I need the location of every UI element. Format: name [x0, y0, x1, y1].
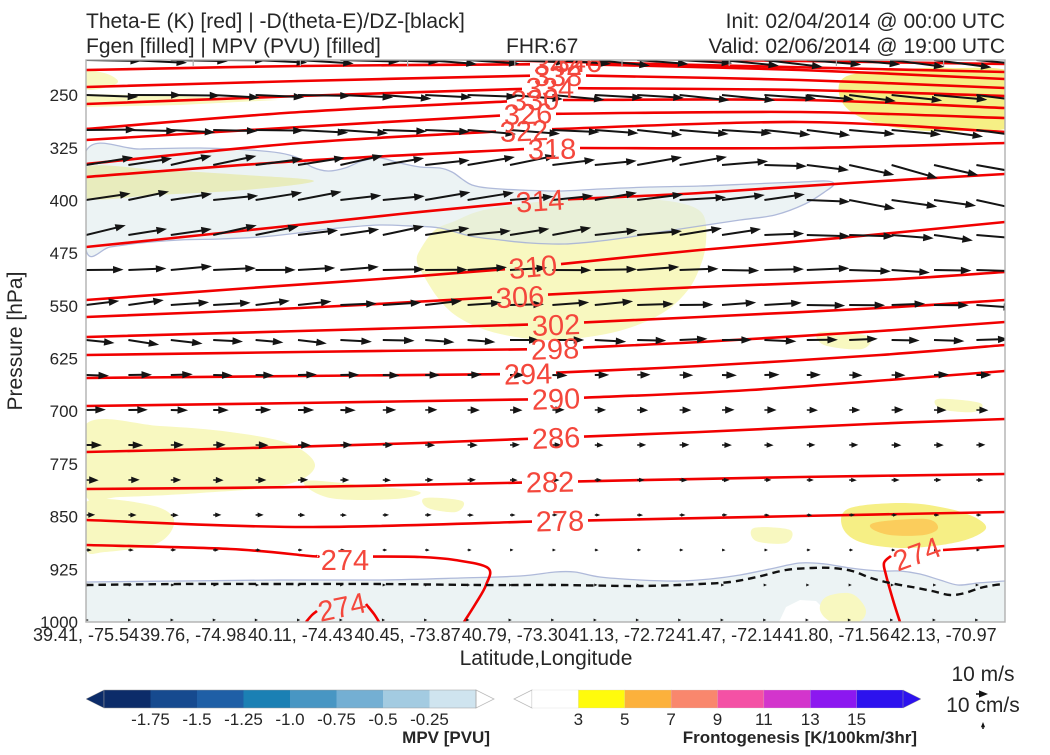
svg-text:625: 625 — [50, 350, 78, 369]
svg-text:-1.75: -1.75 — [131, 710, 170, 729]
svg-text:13: 13 — [801, 710, 820, 729]
svg-text:Frontogenesis [K/100km/3hr]: Frontogenesis [K/100km/3hr] — [683, 728, 917, 747]
svg-text:40.45, -73.87: 40.45, -73.87 — [355, 625, 461, 645]
svg-text:400: 400 — [50, 192, 78, 211]
svg-text:-0.75: -0.75 — [317, 710, 356, 729]
svg-text:850: 850 — [50, 508, 78, 527]
svg-text:10 m/s: 10 m/s — [951, 663, 1014, 686]
svg-text:278: 278 — [535, 505, 584, 538]
svg-text:Init: 02/04/2014 @ 00:00 UTC: Init: 02/04/2014 @ 00:00 UTC — [726, 10, 1005, 33]
svg-text:314: 314 — [515, 184, 565, 219]
svg-text:42.13, -70.97: 42.13, -70.97 — [891, 625, 997, 645]
svg-text:Valid: 02/06/2014 @ 19:00 UTC: Valid: 02/06/2014 @ 19:00 UTC — [709, 35, 1005, 58]
svg-text:334: 334 — [526, 73, 574, 105]
svg-text:15: 15 — [847, 710, 866, 729]
svg-text:342: 342 — [534, 50, 582, 82]
svg-text:302: 302 — [531, 309, 581, 343]
svg-text:11: 11 — [755, 710, 773, 729]
svg-text:286: 286 — [531, 422, 581, 456]
svg-text:325: 325 — [50, 139, 78, 158]
svg-text:290: 290 — [531, 383, 580, 417]
svg-text:Pressure [hPa]: Pressure [hPa] — [4, 272, 27, 411]
svg-text:5: 5 — [620, 710, 629, 729]
svg-text:41.13, -72.72: 41.13, -72.72 — [569, 625, 675, 645]
svg-text:39.41, -75.54: 39.41, -75.54 — [33, 625, 139, 645]
svg-text:338: 338 — [534, 61, 582, 93]
svg-text:7: 7 — [666, 710, 675, 729]
svg-text:550: 550 — [50, 297, 78, 316]
svg-text:10 cm/s: 10 cm/s — [946, 694, 1020, 717]
svg-text:40.11, -74.43: 40.11, -74.43 — [248, 625, 353, 645]
svg-text:-0.25: -0.25 — [410, 710, 449, 729]
svg-text:310: 310 — [508, 250, 559, 286]
svg-text:318: 318 — [528, 134, 577, 167]
svg-text:39.76, -74.98: 39.76, -74.98 — [140, 625, 246, 645]
svg-text:298: 298 — [530, 333, 579, 367]
svg-text:3: 3 — [574, 710, 583, 729]
svg-text:-1.0: -1.0 — [275, 710, 304, 729]
svg-text:41.47, -72.14: 41.47, -72.14 — [676, 625, 782, 645]
svg-text:-1.5: -1.5 — [182, 710, 211, 729]
svg-text:Theta-E (K) [red] | -D(theta-E: Theta-E (K) [red] | -D(theta-E)/DZ-[blac… — [86, 10, 465, 33]
svg-text:282: 282 — [526, 467, 575, 500]
svg-text:346: 346 — [554, 47, 602, 79]
svg-text:MPV [PVU]: MPV [PVU] — [402, 728, 490, 747]
svg-text:775: 775 — [50, 455, 78, 474]
svg-text:700: 700 — [50, 402, 78, 421]
svg-text:274: 274 — [321, 545, 369, 577]
svg-text:-0.5: -0.5 — [368, 710, 397, 729]
svg-text:1000: 1000 — [40, 613, 78, 632]
svg-text:925: 925 — [50, 560, 78, 579]
svg-text:250: 250 — [50, 86, 78, 105]
svg-text:FHR:67: FHR:67 — [506, 35, 578, 58]
svg-text:294: 294 — [503, 358, 552, 391]
svg-text:475: 475 — [50, 244, 78, 263]
svg-text:322: 322 — [499, 115, 549, 149]
svg-text:326: 326 — [503, 98, 552, 132]
svg-text:-1.25: -1.25 — [224, 710, 263, 729]
svg-text:Fgen [filled] | MPV (PVU) [fil: Fgen [filled] | MPV (PVU) [filled] — [86, 35, 381, 58]
svg-text:306: 306 — [495, 281, 545, 315]
svg-text:40.79, -73.30: 40.79, -73.30 — [462, 625, 568, 645]
svg-text:330: 330 — [510, 84, 559, 117]
svg-text:41.80, -71.56: 41.80, -71.56 — [783, 625, 889, 645]
svg-text:9: 9 — [713, 710, 722, 729]
svg-text:Latitude,Longitude: Latitude,Longitude — [460, 647, 633, 670]
